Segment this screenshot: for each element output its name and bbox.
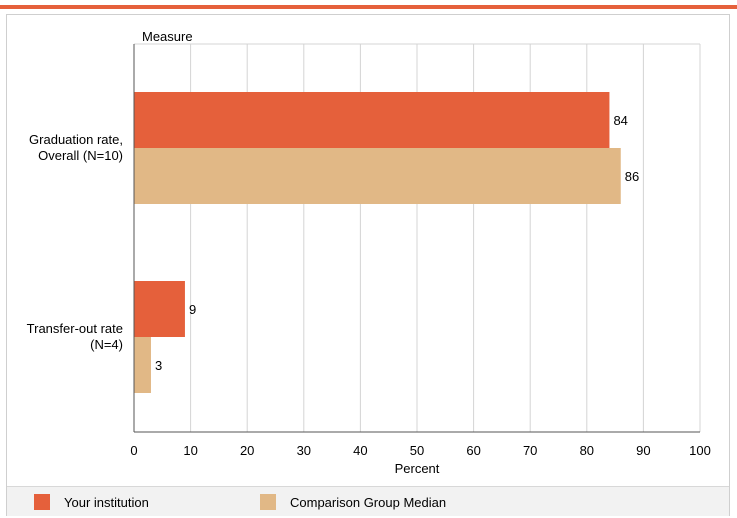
labels: 0 10 20 30 40 50 60 70 80 90 100 84 86 Graduation rat… xyxy=(27,29,711,476)
category-axis-title: Measure xyxy=(142,29,193,44)
x-tick-label-100: 100 xyxy=(689,443,711,458)
grid-lines xyxy=(134,43,701,432)
axes xyxy=(133,44,700,433)
data-label-0-0: 84 xyxy=(613,113,627,128)
bars xyxy=(134,92,621,393)
legend: Your institution Comparison Group Median xyxy=(7,486,729,516)
legend-item-your-institution: Your institution xyxy=(34,494,149,510)
bar-0-0 xyxy=(134,92,610,148)
legend-label-comparison-group-median: Comparison Group Median xyxy=(290,494,447,510)
x-tick-label-30: 30 xyxy=(297,443,311,458)
x-axis-title: Percent xyxy=(395,461,440,476)
x-tick-label-10: 10 xyxy=(183,443,197,458)
legend-label-your-institution: Your institution xyxy=(64,494,149,510)
bar-chart: 0 10 20 30 40 50 60 70 80 90 100 84 86 Graduation rat… xyxy=(27,29,711,476)
x-tick-label-60: 60 xyxy=(466,443,480,458)
bar-1-1 xyxy=(134,337,151,393)
category-label-1: Transfer-out rate (N=4) xyxy=(27,321,123,352)
x-tick-label-90: 90 xyxy=(636,443,650,458)
data-label-0-1: 86 xyxy=(625,169,639,184)
x-tick-label-0: 0 xyxy=(130,443,137,458)
data-label-1-0: 9 xyxy=(189,302,196,317)
x-tick-label-50: 50 xyxy=(410,443,424,458)
legend-swatch-your-institution xyxy=(34,494,50,510)
top-accent-rule xyxy=(0,5,737,9)
bar-0-1 xyxy=(134,148,621,204)
x-tick-label-70: 70 xyxy=(523,443,537,458)
bar-1-0 xyxy=(134,281,185,337)
legend-swatch-comparison-group-median xyxy=(260,494,276,510)
x-tick-label-80: 80 xyxy=(580,443,594,458)
x-tick-label-40: 40 xyxy=(353,443,367,458)
legend-item-comparison-group-median: Comparison Group Median xyxy=(260,494,446,510)
data-label-1-1: 3 xyxy=(155,358,162,373)
category-label-0: Graduation rate, Overall (N=10) xyxy=(29,132,123,163)
x-tick-label-20: 20 xyxy=(240,443,254,458)
